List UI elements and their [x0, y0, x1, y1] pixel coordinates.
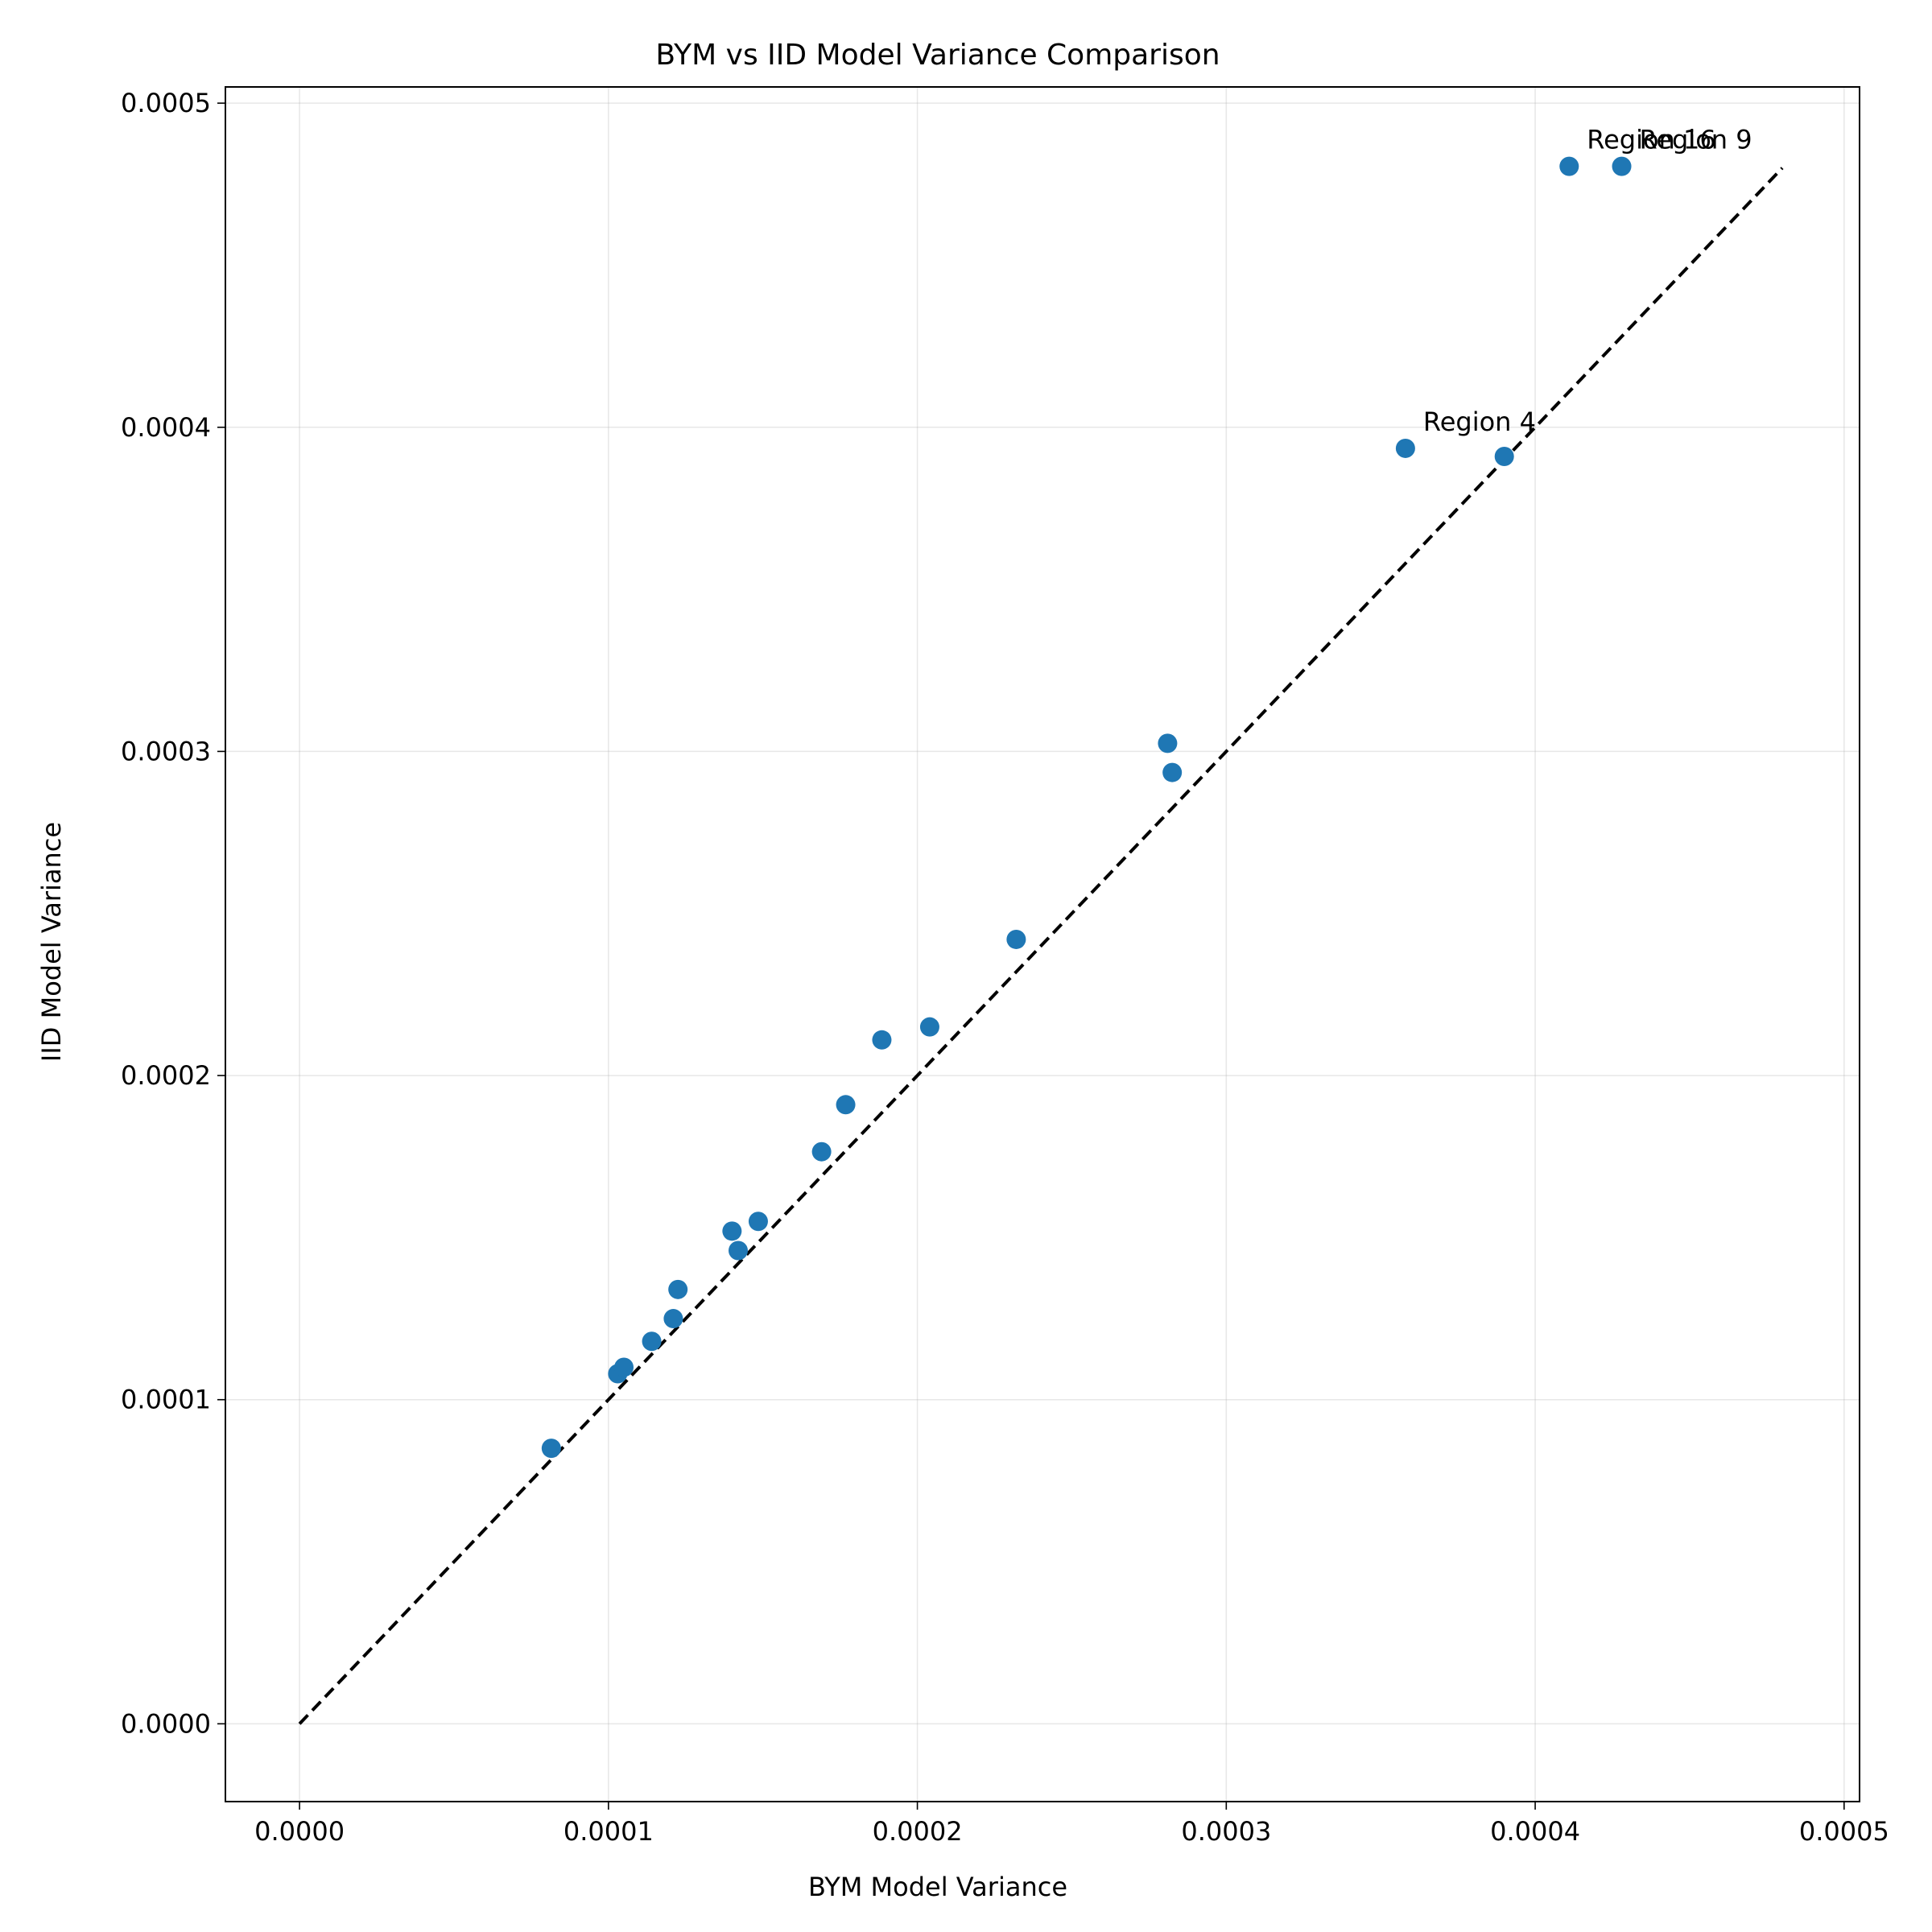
y-tick-label: 0.0002	[121, 1060, 211, 1091]
plot-frame	[225, 86, 1860, 1802]
x-tick-label: 0.0004	[1490, 1816, 1580, 1847]
x-tick-label: 0.0003	[1181, 1816, 1271, 1847]
scatter-point	[729, 1241, 749, 1261]
y-tick-label: 0.0000	[121, 1708, 211, 1739]
y-tick-label: 0.0005	[121, 88, 211, 118]
reference-line-layer	[298, 167, 1784, 1725]
scatter-point	[722, 1221, 742, 1241]
scatter-point	[836, 1095, 856, 1115]
scatter-point	[811, 1141, 832, 1162]
x-tick-label: 0.0002	[873, 1816, 963, 1847]
y-tick-label: 0.0004	[121, 412, 211, 443]
scatter-point	[663, 1309, 683, 1329]
point-annotation: Region 16	[1587, 125, 1715, 155]
scatter-point	[541, 1439, 561, 1459]
point-annotation: Region 4	[1423, 407, 1536, 437]
x-tick-label: 0.0000	[254, 1816, 345, 1847]
y-tick-label: 0.0003	[121, 736, 211, 766]
scatter-point	[748, 1212, 768, 1232]
reference-line	[298, 167, 1784, 1725]
scatter-point	[1162, 762, 1183, 782]
scatter-point	[614, 1357, 634, 1377]
scatter-point	[1158, 733, 1178, 753]
points-layer	[541, 156, 1632, 1459]
scatter-point	[1395, 438, 1415, 458]
scatter-point	[1006, 929, 1026, 949]
scatter-point	[919, 1017, 939, 1037]
scatter-point	[1494, 447, 1514, 467]
x-axis-label: BYM Model Variance	[808, 1872, 1067, 1902]
tick-layer: 0.0000 0.0001 0.0002 0.0003 0.0004 0.0005 0.00…	[121, 88, 1889, 1847]
y-tick-label: 0.0001	[121, 1385, 211, 1415]
grid	[225, 87, 1860, 1802]
x-tick-label: 0.0001	[564, 1816, 654, 1847]
y-axis-label: IID Model Variance	[36, 822, 67, 1062]
scatter-point	[642, 1331, 662, 1352]
x-tick-label: 0.0005	[1799, 1816, 1889, 1847]
scatter-point	[1612, 156, 1632, 176]
scatter-point	[668, 1279, 688, 1299]
chart-title: BYM vs IID Model Variance Comparison	[655, 39, 1220, 72]
scatter-point	[1559, 156, 1579, 176]
point-annotation: Region 9	[1640, 125, 1752, 155]
scatter-point	[872, 1030, 892, 1050]
